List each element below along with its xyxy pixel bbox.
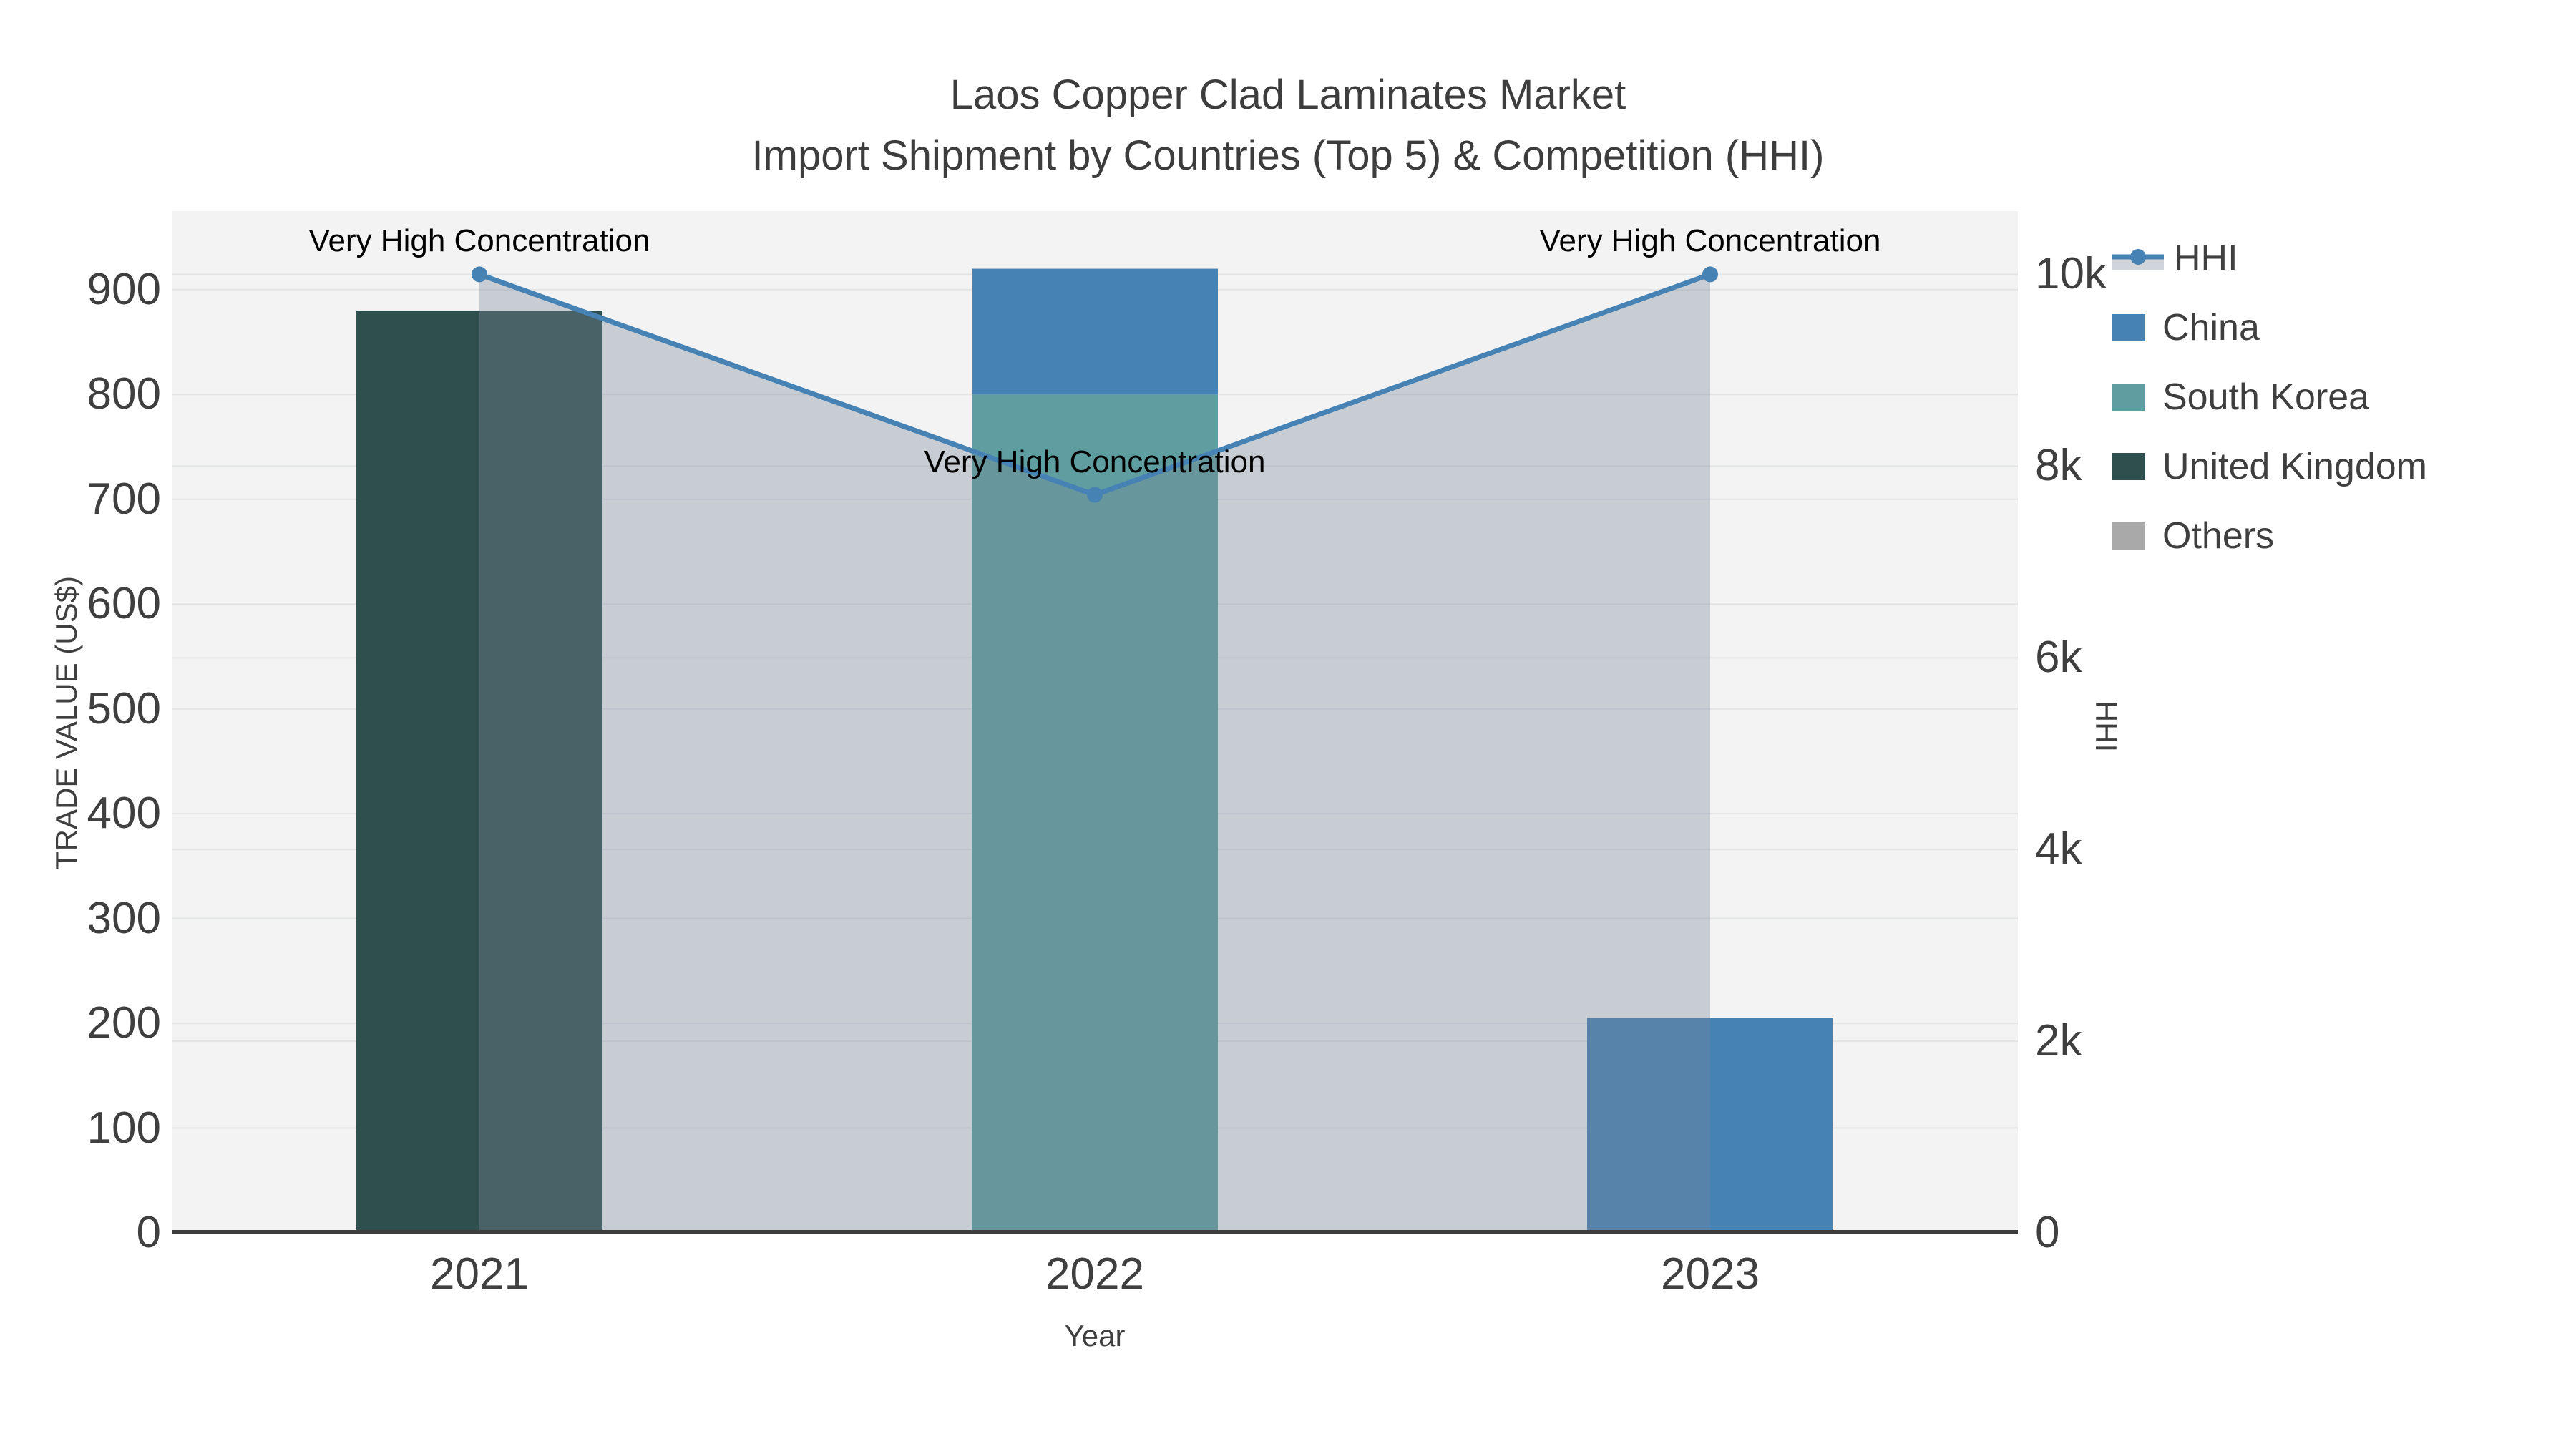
- bar-china-2023[interactable]: [1587, 1018, 1833, 1233]
- chart-title-line1: Laos Copper Clad Laminates Market: [950, 72, 1626, 118]
- legend-label-china: China: [2162, 307, 2260, 348]
- legend-label-south-korea: South Korea: [2162, 376, 2370, 418]
- annotation-2021: Very High Concentration: [308, 223, 650, 259]
- right-tick-2000: 2k: [2035, 1016, 2082, 1066]
- left-tick-400: 400: [87, 789, 161, 839]
- legend-item-south-korea[interactable]: South Korea: [2112, 376, 2370, 418]
- legend-label-hhi: HHI: [2174, 238, 2238, 279]
- hhi-line-icon: [2112, 249, 2164, 270]
- left-tick-700: 700: [87, 474, 161, 524]
- legend-label-others: Others: [2162, 515, 2275, 557]
- x-tick-2023: 2023: [1661, 1249, 1760, 1299]
- legend-swatch-others: [2112, 522, 2145, 550]
- hhi-marker-2022[interactable]: [1087, 487, 1103, 503]
- hhi-area-fill: [479, 274, 1710, 1233]
- right-tick-0: 0: [2035, 1208, 2060, 1257]
- legend-item-others[interactable]: Others: [2112, 515, 2275, 557]
- bar-south-korea-2022[interactable]: [972, 394, 1218, 1233]
- right-tick-8000: 8k: [2035, 441, 2082, 491]
- left-tick-300: 300: [87, 893, 161, 943]
- x-axis-title: Year: [1064, 1319, 1126, 1352]
- legend-item-china[interactable]: China: [2112, 307, 2260, 348]
- bar-china-2022[interactable]: [972, 268, 1218, 395]
- legend-label-united-kingdom: United Kingdom: [2162, 446, 2427, 487]
- legend-swatch-south-korea: [2112, 384, 2145, 411]
- left-tick-800: 800: [87, 369, 161, 419]
- annotation-2022: Very High Concentration: [924, 444, 1266, 479]
- left-tick-500: 500: [87, 683, 161, 733]
- right-tick-4000: 4k: [2035, 824, 2082, 874]
- left-y-axis-title: TRADE VALUE (US$): [49, 576, 83, 869]
- x-axis-line: [172, 1230, 2018, 1234]
- right-y-axis-title: HHI: [2089, 700, 2123, 753]
- annotation-2023: Very High Concentration: [1539, 223, 1881, 259]
- left-tick-200: 200: [87, 998, 161, 1048]
- chart-title: Laos Copper Clad Laminates Market Import…: [0, 64, 2576, 186]
- legend-swatch-china: [2112, 314, 2145, 341]
- left-tick-900: 900: [87, 264, 161, 314]
- hhi-marker-2023[interactable]: [1702, 266, 1718, 283]
- hhi-marker-2021[interactable]: [472, 266, 487, 283]
- bar-united-kingdom-2021[interactable]: [356, 311, 602, 1233]
- x-tick-2022: 2022: [1045, 1249, 1144, 1299]
- right-tick-10000: 10k: [2035, 249, 2107, 299]
- left-tick-0: 0: [136, 1208, 161, 1257]
- left-tick-600: 600: [87, 579, 161, 629]
- legend-item-hhi[interactable]: HHI: [2112, 238, 2238, 279]
- legend-item-united-kingdom[interactable]: United Kingdom: [2112, 446, 2427, 487]
- chart-title-line2: Import Shipment by Countries (Top 5) & C…: [751, 132, 1825, 179]
- left-tick-100: 100: [87, 1103, 161, 1153]
- x-tick-2021: 2021: [430, 1249, 529, 1299]
- legend-swatch-united-kingdom: [2112, 453, 2145, 480]
- plot-canvas: [172, 266, 2018, 1233]
- right-tick-6000: 6k: [2035, 633, 2082, 683]
- plot-area: [172, 211, 2018, 1233]
